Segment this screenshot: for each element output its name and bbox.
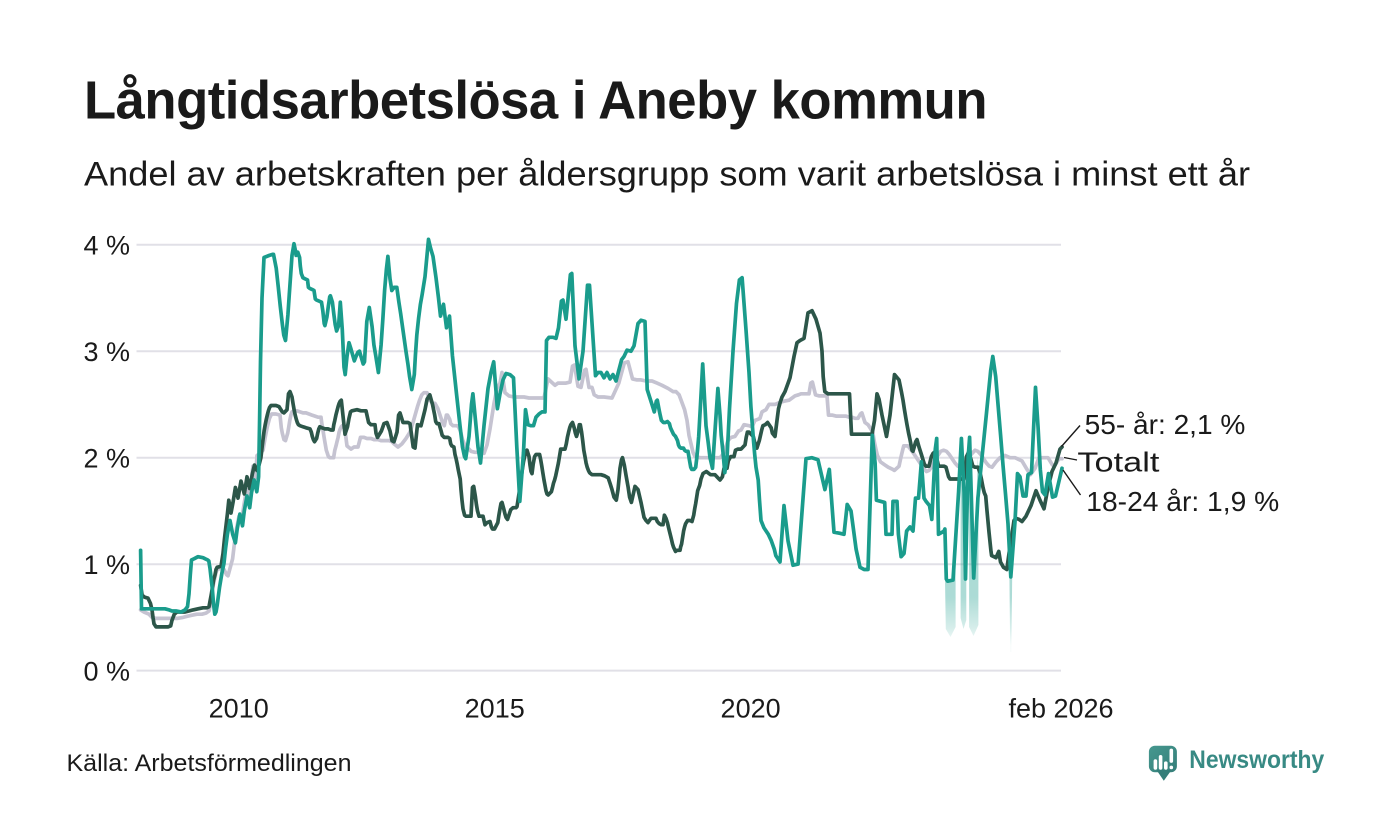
svg-text:2015: 2015 xyxy=(465,694,525,724)
svg-text:2020: 2020 xyxy=(721,694,781,724)
svg-text:4 %: 4 % xyxy=(83,231,130,261)
svg-text:2010: 2010 xyxy=(209,694,269,724)
svg-text:Totalt: Totalt xyxy=(1077,447,1159,478)
svg-text:Newsworthy: Newsworthy xyxy=(1189,746,1324,774)
svg-text:18-24 år: 1,9 %: 18-24 år: 1,9 % xyxy=(1086,486,1279,517)
svg-text:3 %: 3 % xyxy=(83,337,130,367)
svg-text:1 %: 1 % xyxy=(83,550,130,580)
svg-text:Källa: Arbetsförmedlingen: Källa: Arbetsförmedlingen xyxy=(67,750,352,777)
svg-text:Långtidsarbetslösa i Aneby kom: Långtidsarbetslösa i Aneby kommun xyxy=(84,71,987,131)
svg-text:Andel av arbetskraften per åld: Andel av arbetskraften per åldersgrupp s… xyxy=(84,156,1250,194)
svg-text:2 %: 2 % xyxy=(83,444,130,474)
svg-text:0 %: 0 % xyxy=(83,656,130,686)
svg-text:feb 2026: feb 2026 xyxy=(1008,694,1113,724)
svg-text:55- år: 2,1 %: 55- år: 2,1 % xyxy=(1085,409,1246,440)
